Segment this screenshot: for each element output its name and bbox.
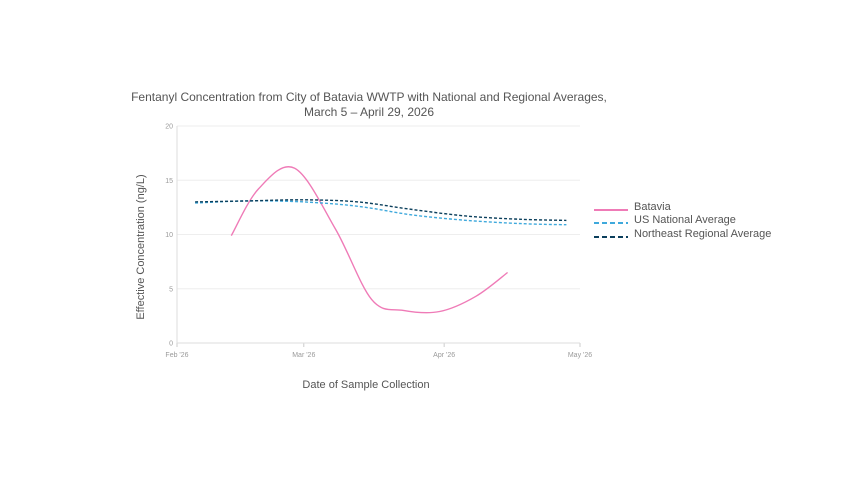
x-axis-title: Date of Sample Collection <box>302 379 429 391</box>
y-tick-label: 15 <box>165 178 173 185</box>
series <box>195 166 567 314</box>
series-line-us-national-average <box>195 200 567 226</box>
chart-title: Fentanyl Concentration from City of Bata… <box>131 90 607 104</box>
x-tick-label: May '26 <box>568 352 592 359</box>
x-tick-label: Apr '26 <box>433 352 455 359</box>
y-tick-label: 5 <box>169 286 173 293</box>
legend-label-us-national-average: US National Average <box>634 214 736 226</box>
y-axis-title: Effective Concentration (ng/L) <box>135 174 147 319</box>
series-line-northeast-regional-average <box>195 199 567 222</box>
series-line-batavia <box>230 166 509 314</box>
axis-ticks: 0 5 10 15 20 Feb '26 Mar '26 Apr '26 May '26 <box>165 124 592 360</box>
y-tick-label: 10 <box>165 232 173 239</box>
x-tick-label: Feb '26 <box>165 352 188 359</box>
y-tick-label: 20 <box>165 124 173 131</box>
grid <box>177 125 580 290</box>
legend-label-batavia: Batavia <box>634 201 672 213</box>
y-tick-label: 0 <box>169 341 173 348</box>
x-tick-label: Mar '26 <box>292 352 315 359</box>
chart-subtitle: March 5 – April 29, 2026 <box>304 105 434 119</box>
legend-label-northeast-regional-average: Northeast Regional Average <box>634 228 771 240</box>
